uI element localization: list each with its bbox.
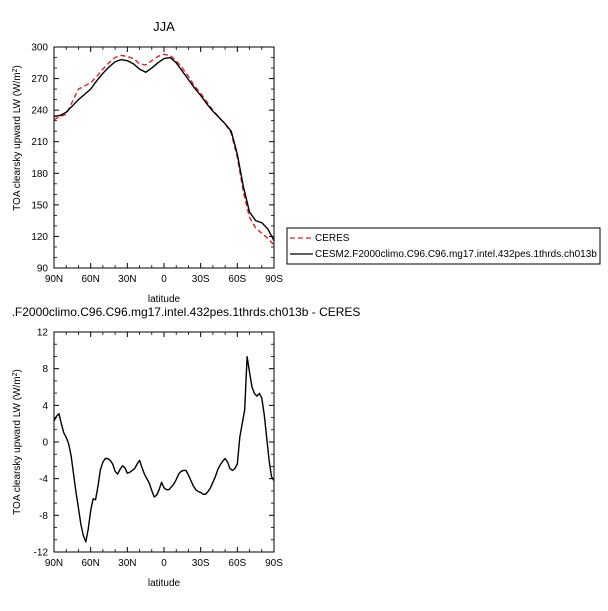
bottom-chart-y-axis-label-base: TOA clearsky upward LW (W/m: [12, 376, 23, 515]
top-chart-series-line-ceres: [53, 53, 275, 246]
top-chart-frame: [53, 46, 275, 269]
bottom-chart-y-axis-label-sup: 2: [12, 372, 19, 376]
top-chart-legend: CERES CESM2.F2000climo.C96.C96.mg17.inte…: [286, 227, 601, 265]
top-chart-x-tick-label: 30S: [192, 274, 210, 285]
bottom-chart-x-tick-label: 30N: [118, 558, 136, 569]
top-chart-x-tick-label: 0: [161, 274, 167, 285]
top-chart-y-axis-label-base: TOA clearsky upward LW (W/m: [12, 72, 23, 211]
legend-box: [286, 227, 601, 265]
top-chart-x-tick-label: 60N: [81, 274, 99, 285]
bottom-chart-x-tick-label: 90N: [45, 558, 63, 569]
top-chart-x-tick-label: 60S: [228, 274, 246, 285]
top-chart-series-line-model: [53, 56, 275, 241]
bottom-chart-x-axis-label: latitude: [148, 578, 181, 589]
top-chart-ticks: 90N 60N 30N 0 30S 60S 90S 90 120 150 180 210 240 270 3…: [31, 43, 283, 286]
top-chart-series: [53, 53, 275, 246]
bottom-chart-y-tick-label: -8: [39, 511, 48, 522]
bottom-chart-x-tick-label: 0: [161, 558, 167, 569]
top-chart-x-axis-label: latitude: [148, 294, 181, 305]
top-chart-y-tick-label: 90: [37, 264, 49, 275]
top-chart-y-tick-label: 180: [31, 169, 48, 180]
bottom-chart-frame: [53, 331, 275, 553]
bottom-chart-y-tick-label: -4: [39, 474, 48, 485]
bottom-chart-x-tick-label: 60N: [81, 558, 99, 569]
top-chart-y-axis-label: TOA clearsky upward LW (W/m2): [12, 65, 24, 211]
legend-label-ceres: CERES: [315, 233, 350, 244]
bottom-chart-y-tick-label: 12: [37, 328, 49, 339]
top-chart-y-tick-label: 270: [31, 74, 48, 85]
top-chart-y-axis-label-end: ): [12, 65, 23, 68]
bottom-chart-x-tick-label: 30S: [192, 558, 210, 569]
bottom-chart-series-line-difference: [53, 356, 275, 543]
top-chart-y-tick-label: 240: [31, 106, 48, 117]
top-chart-y-tick-label: 120: [31, 232, 48, 243]
bottom-chart-y-axis-label: TOA clearsky upward LW (W/m2): [12, 369, 24, 515]
bottom-chart-y-tick-label: 8: [42, 364, 48, 375]
top-chart: JJA TOA clearsky upward LW (W/m2) latitu…: [12, 19, 284, 305]
top-chart-y-tick-label: 150: [31, 200, 48, 211]
bottom-chart-y-tick-label: 4: [42, 401, 48, 412]
top-chart-y-tick-label: 210: [31, 137, 48, 148]
top-chart-y-axis-label-sup: 2: [12, 68, 19, 72]
top-chart-x-tick-label: 30N: [118, 274, 136, 285]
bottom-chart-ticks: 90N 60N 30N 0 30S 60S 90S -12 -8 -4 0 4 8 12: [34, 328, 284, 570]
top-chart-title: JJA: [153, 19, 175, 34]
top-chart-x-tick-label: 90N: [45, 274, 63, 285]
bottom-chart-x-tick-label: 60S: [228, 558, 246, 569]
bottom-chart: .F2000climo.C96.C96.mg17.intel.432pes.1t…: [12, 305, 361, 589]
top-chart-x-tick-label: 90S: [265, 274, 283, 285]
bottom-chart-y-axis-label-end: ): [12, 369, 23, 372]
bottom-chart-x-tick-label: 90S: [265, 558, 283, 569]
bottom-chart-title: .F2000climo.C96.C96.mg17.intel.432pes.1t…: [12, 305, 361, 319]
legend-label-model: CESM2.F2000climo.C96.C96.mg17.intel.432p…: [315, 249, 597, 260]
bottom-chart-y-tick-label: 0: [42, 438, 48, 449]
bottom-chart-series: [53, 356, 275, 543]
top-chart-y-tick-label: 300: [31, 43, 48, 54]
bottom-chart-y-tick-label: -12: [34, 548, 49, 559]
